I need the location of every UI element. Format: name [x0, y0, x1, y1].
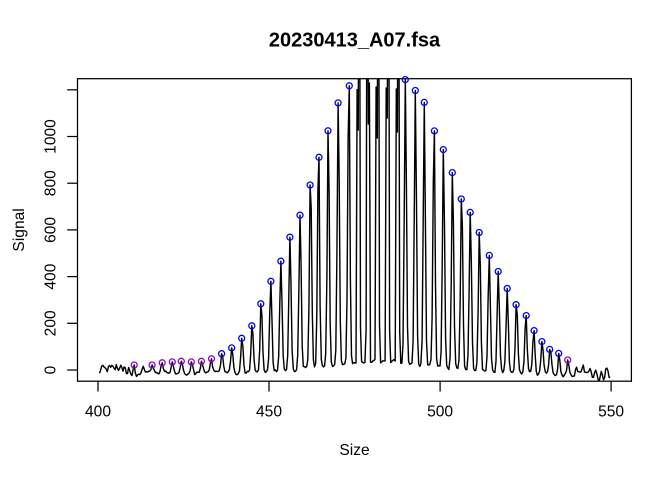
svg-text:450: 450	[256, 403, 282, 420]
svg-text:800: 800	[43, 170, 60, 196]
svg-text:Signal: Signal	[11, 208, 28, 251]
svg-text:1000: 1000	[43, 119, 60, 154]
svg-text:Size: Size	[339, 442, 369, 459]
svg-text:0: 0	[43, 365, 60, 374]
svg-text:600: 600	[43, 217, 60, 243]
svg-text:400: 400	[85, 403, 111, 420]
svg-text:20230413_A07.fsa: 20230413_A07.fsa	[269, 30, 441, 52]
svg-text:500: 500	[427, 403, 453, 420]
svg-text:400: 400	[43, 263, 60, 289]
svg-text:200: 200	[43, 310, 60, 336]
svg-text:550: 550	[598, 403, 624, 420]
